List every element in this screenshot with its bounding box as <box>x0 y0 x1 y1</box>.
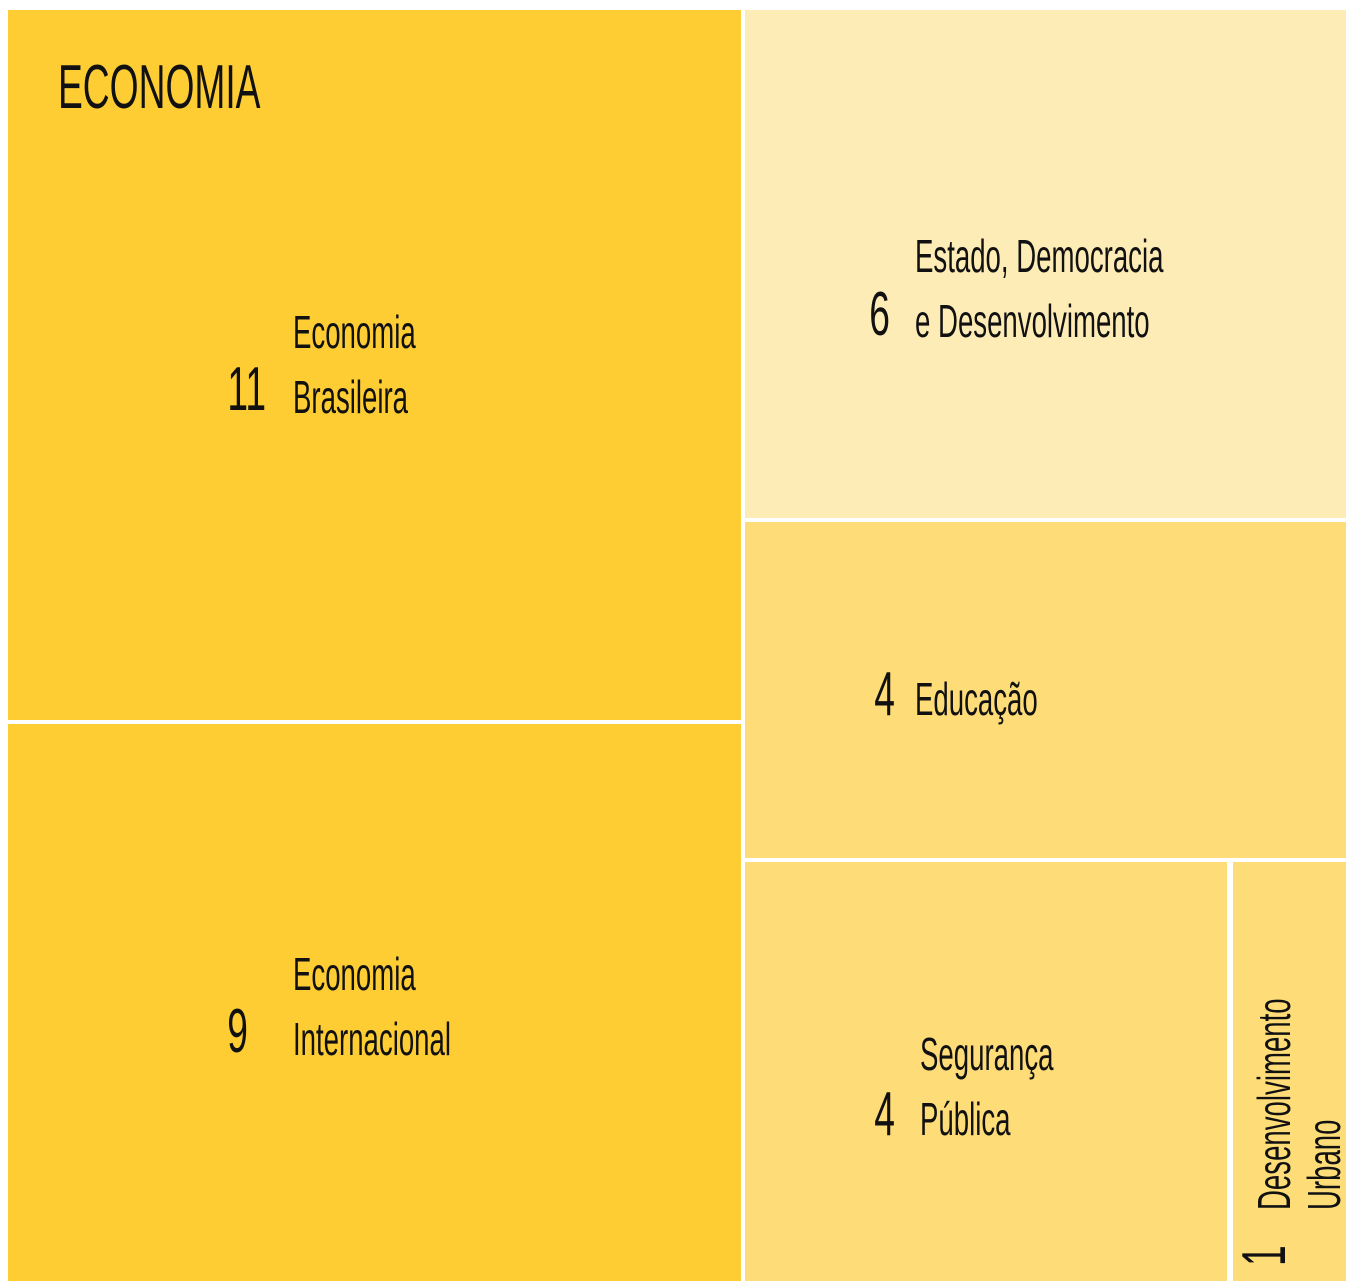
cell-value: 4 <box>874 1079 895 1148</box>
treemap-cell <box>745 10 1346 518</box>
cell-label: Urbano <box>1300 1119 1347 1210</box>
cell-label: Economia <box>293 950 416 1001</box>
treemap-cell <box>1233 862 1346 1281</box>
cell-value: 9 <box>227 996 248 1065</box>
treemap-cell <box>745 862 1227 1281</box>
cell-value: 1 <box>1229 1245 1298 1266</box>
cell-label: Desenvolvimento <box>1250 998 1301 1210</box>
cell-label: e Desenvolvimento <box>915 297 1150 348</box>
chart-title: ECONOMIA <box>58 52 260 121</box>
cell-value: 6 <box>869 279 890 348</box>
cell-label: Segurança <box>920 1030 1054 1081</box>
cell-label: Pública <box>920 1095 1011 1146</box>
cell-label: Economia <box>293 308 416 359</box>
treemap-cell <box>8 724 741 1281</box>
cell-label: Estado, Democracia <box>915 232 1164 283</box>
cell-label: Brasileira <box>293 373 409 424</box>
cell-value: 11 <box>227 354 266 423</box>
treemap-cell <box>745 522 1346 858</box>
treemap-cell <box>8 10 741 720</box>
cell-value: 4 <box>874 659 895 728</box>
cell-label: Internacional <box>293 1015 451 1066</box>
cell-label: Educação <box>915 675 1038 726</box>
